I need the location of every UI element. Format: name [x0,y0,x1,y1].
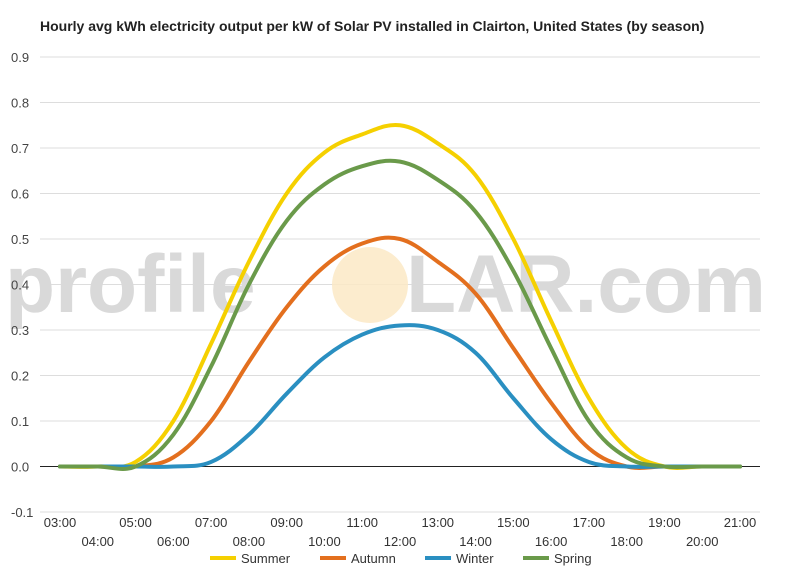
x-tick-label: 14:00 [459,534,492,549]
x-tick-label: 18:00 [610,534,643,549]
series-line-summer [58,122,742,470]
watermark: profile LAR.com [5,239,766,330]
x-tick-label: 19:00 [648,515,681,530]
x-tick-label: 09:00 [270,515,303,530]
y-tick-label: 0.6 [11,187,29,202]
y-tick-label: 0.1 [11,414,29,429]
y-tick-label: 0.3 [11,323,29,338]
watermark-sun-icon [332,247,408,323]
y-tick-label: 0.5 [11,232,29,247]
x-tick-label: 16:00 [535,534,568,549]
y-tick-label: 0.9 [11,50,29,65]
x-axis-ticks: 03:00 04:00 05:00 06:00 07:00 08:00 09:00 10:00… [44,515,757,549]
y-tick-label: 0.2 [11,369,29,384]
legend-label-summer: Summer [241,551,291,566]
y-axis-ticks: -0.1 0.0 0.1 0.2 0.3 0.4 0.5 0.6 0.7 0.8 0.9 [11,50,33,520]
series-line-winter [58,323,742,469]
grid-layer [40,56,760,513]
watermark-text-left: profile [5,239,256,330]
x-tick-label: 17:00 [573,515,606,530]
x-tick-label: 20:00 [686,534,719,549]
y-tick-label: 0.4 [11,278,29,293]
legend-label-autumn: Autumn [351,551,396,566]
chart-title: Hourly avg kWh electricity output per kW… [40,18,705,34]
x-tick-label: 13:00 [422,515,455,530]
x-tick-label: 04:00 [82,534,115,549]
legend-label-winter: Winter [456,551,494,566]
watermark-text-right: LAR.com [406,239,766,330]
x-tick-label: 07:00 [195,515,228,530]
legend-label-spring: Spring [554,551,592,566]
y-tick-label: -0.1 [11,505,33,520]
series-layer [58,122,742,472]
x-tick-label: 15:00 [497,515,530,530]
x-tick-label: 08:00 [233,534,266,549]
x-tick-label: 05:00 [119,515,152,530]
y-tick-label: 0.7 [11,141,29,156]
y-tick-label: 0.8 [11,96,29,111]
x-tick-label: 06:00 [157,534,190,549]
x-tick-label: 10:00 [308,534,341,549]
series-line-spring [58,158,742,472]
legend: Summer Autumn Winter Spring [210,551,592,566]
x-tick-label: 11:00 [346,515,378,530]
x-tick-label: 12:00 [384,534,417,549]
x-tick-label: 03:00 [44,515,77,530]
y-tick-label: 0.0 [11,460,29,475]
x-tick-label: 21:00 [724,515,757,530]
